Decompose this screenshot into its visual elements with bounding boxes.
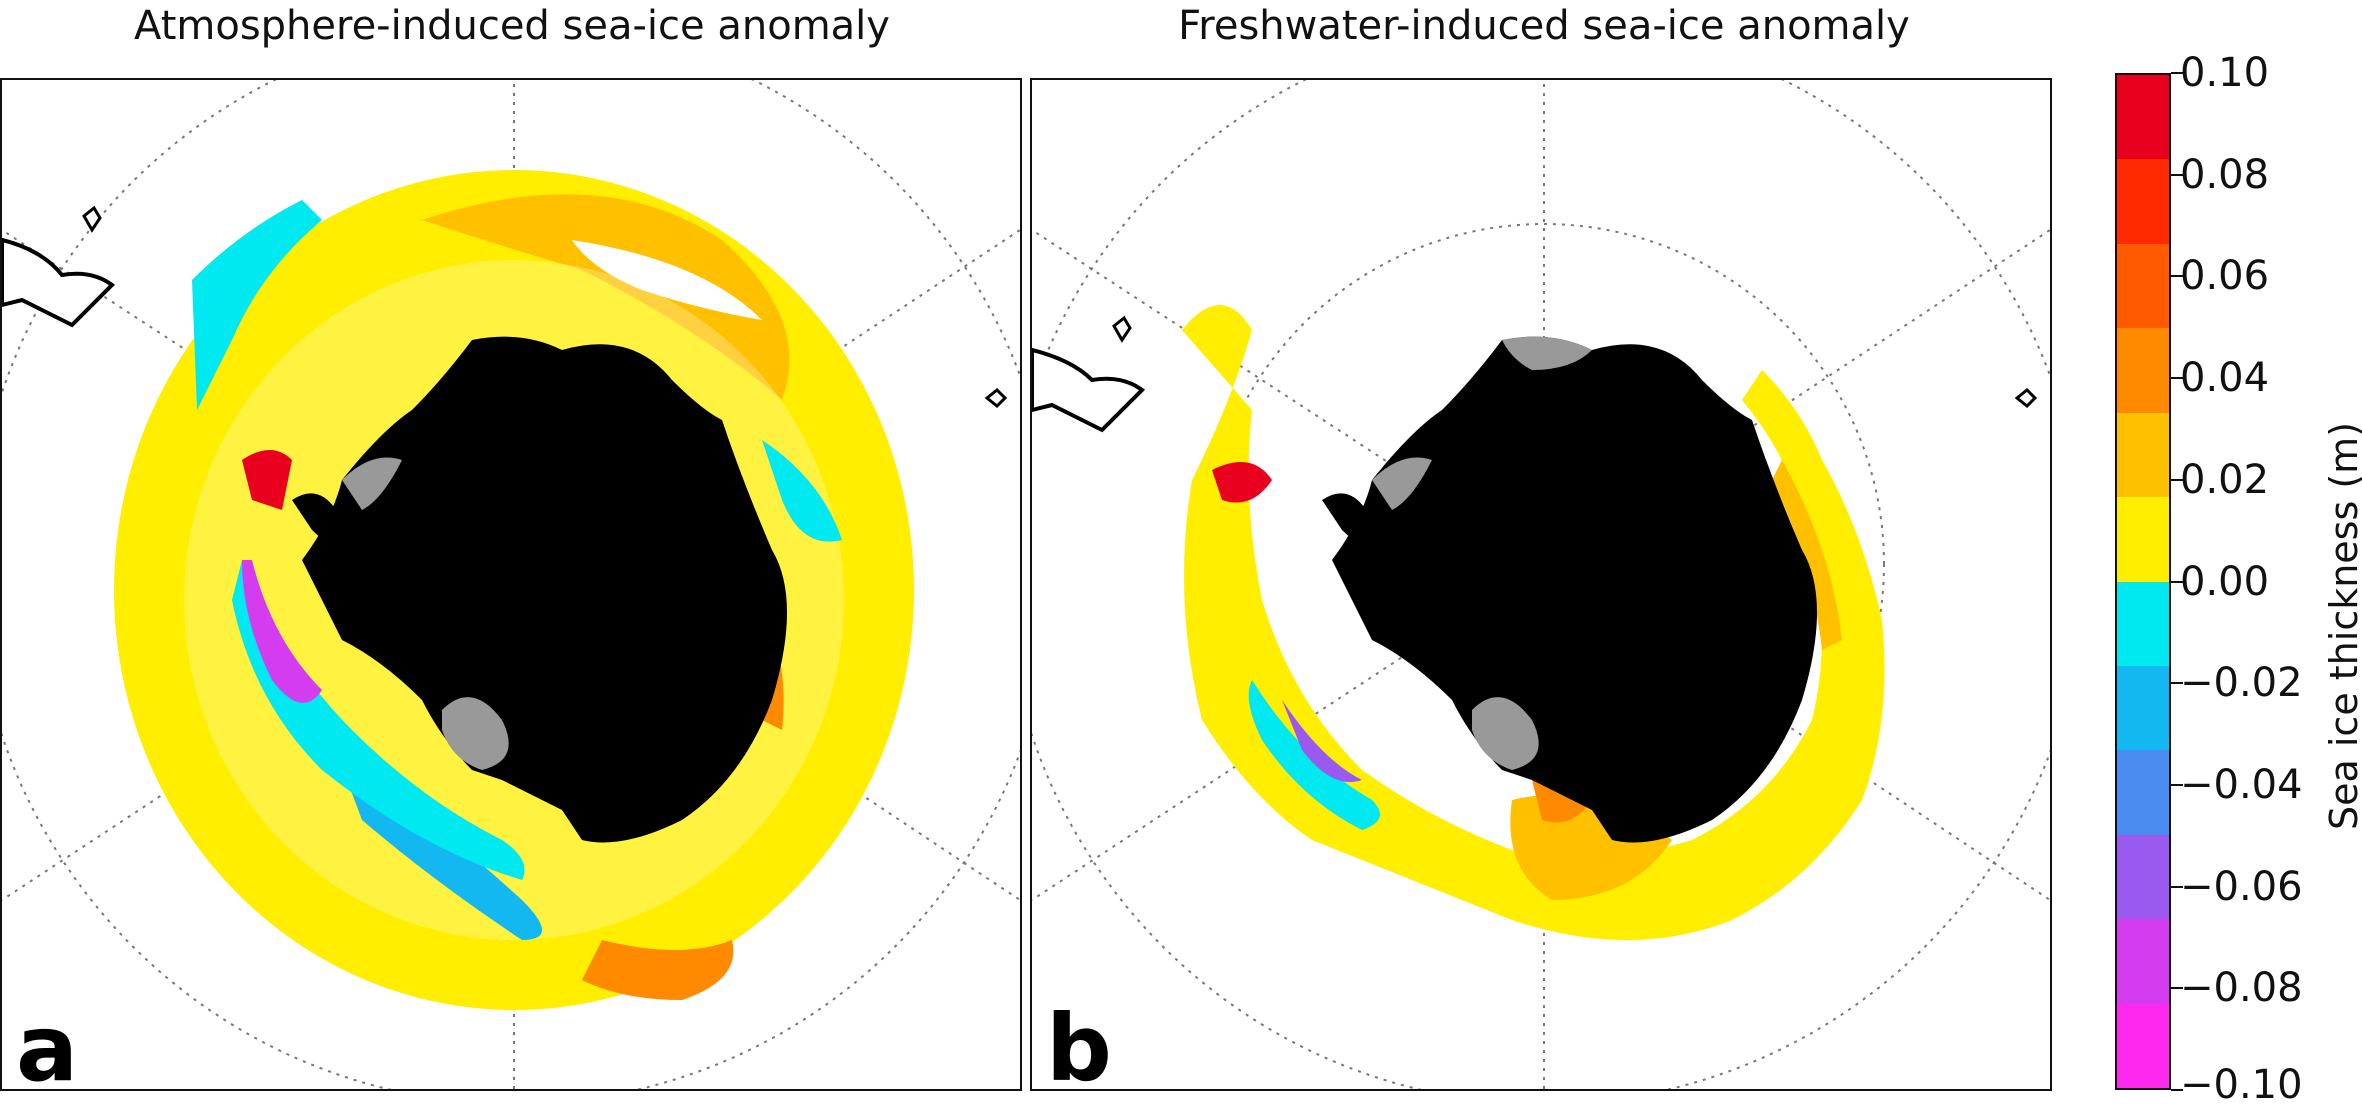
antarctica-b	[1322, 336, 1817, 843]
colorbar-segment	[2117, 412, 2169, 499]
colorbar-tick	[2171, 275, 2183, 278]
colorbar-tick	[2171, 173, 2183, 176]
island-outline	[1112, 315, 1132, 343]
colorbar-tick-label: 0.04	[2180, 355, 2270, 402]
colorbar-tick	[2171, 987, 2183, 990]
colorbar-segment	[2117, 581, 2169, 667]
colorbar-tick	[2171, 783, 2183, 786]
colorbar-segment	[2117, 159, 2169, 245]
colorbar-segment	[2117, 750, 2169, 836]
colorbar-tick-label: −0.06	[2180, 863, 2303, 910]
island-outline	[82, 205, 102, 233]
colorbar-segment	[2117, 834, 2169, 921]
panel-letter-a: a	[16, 995, 79, 1091]
colorbar-tick-label: −0.10	[2180, 1062, 2303, 1108]
antarctica-a	[292, 336, 787, 843]
colorbar-tick-label: 0.00	[2180, 558, 2270, 605]
colorbar-segment	[2117, 1003, 2169, 1088]
colorbar-segment	[2117, 497, 2169, 583]
map-panel-b: b	[1030, 78, 2052, 1091]
panel-letter-b: b	[1046, 995, 1112, 1091]
colorbar-segment	[2117, 243, 2169, 330]
colorbar-tick	[2171, 885, 2183, 888]
panel-a-title: Atmosphere-induced sea-ice anomaly	[134, 3, 890, 49]
colorbar-tick-label: 0.10	[2180, 50, 2270, 96]
colorbar-tick	[2171, 377, 2183, 380]
map-b-svg	[1032, 80, 2050, 1089]
colorbar-tick	[2171, 72, 2183, 74]
map-panel-a: a	[0, 78, 1022, 1091]
colorbar-segment	[2117, 328, 2169, 414]
colorbar-segment	[2117, 75, 2169, 161]
map-a-svg	[2, 80, 1020, 1089]
colorbar-label: Sea ice thickness (m)	[2322, 421, 2362, 830]
island-outline	[2014, 387, 2038, 409]
panel-b-title: Freshwater-induced sea-ice anomaly	[1178, 3, 1910, 49]
colorbar-tick	[2171, 580, 2183, 583]
island-outline	[984, 387, 1008, 409]
colorbar-tick-label: 0.08	[2180, 151, 2270, 198]
colorbar-segment	[2117, 665, 2169, 752]
colorbar-tick	[2171, 478, 2183, 481]
colorbar-tick-label: 0.02	[2180, 456, 2270, 503]
colorbar-tick	[2171, 1089, 2183, 1091]
colorbar-tick-label: −0.04	[2180, 761, 2303, 808]
colorbar-tick-label: −0.08	[2180, 965, 2303, 1012]
colorbar	[2115, 73, 2171, 1090]
colorbar-tick-label: −0.02	[2180, 660, 2303, 707]
south-america-outline	[1032, 347, 1146, 433]
colorbar-tick-label: 0.06	[2180, 253, 2270, 300]
colorbar-segment	[2117, 919, 2169, 1005]
south-america-outline	[2, 237, 116, 328]
colorbar-tick	[2171, 682, 2183, 685]
